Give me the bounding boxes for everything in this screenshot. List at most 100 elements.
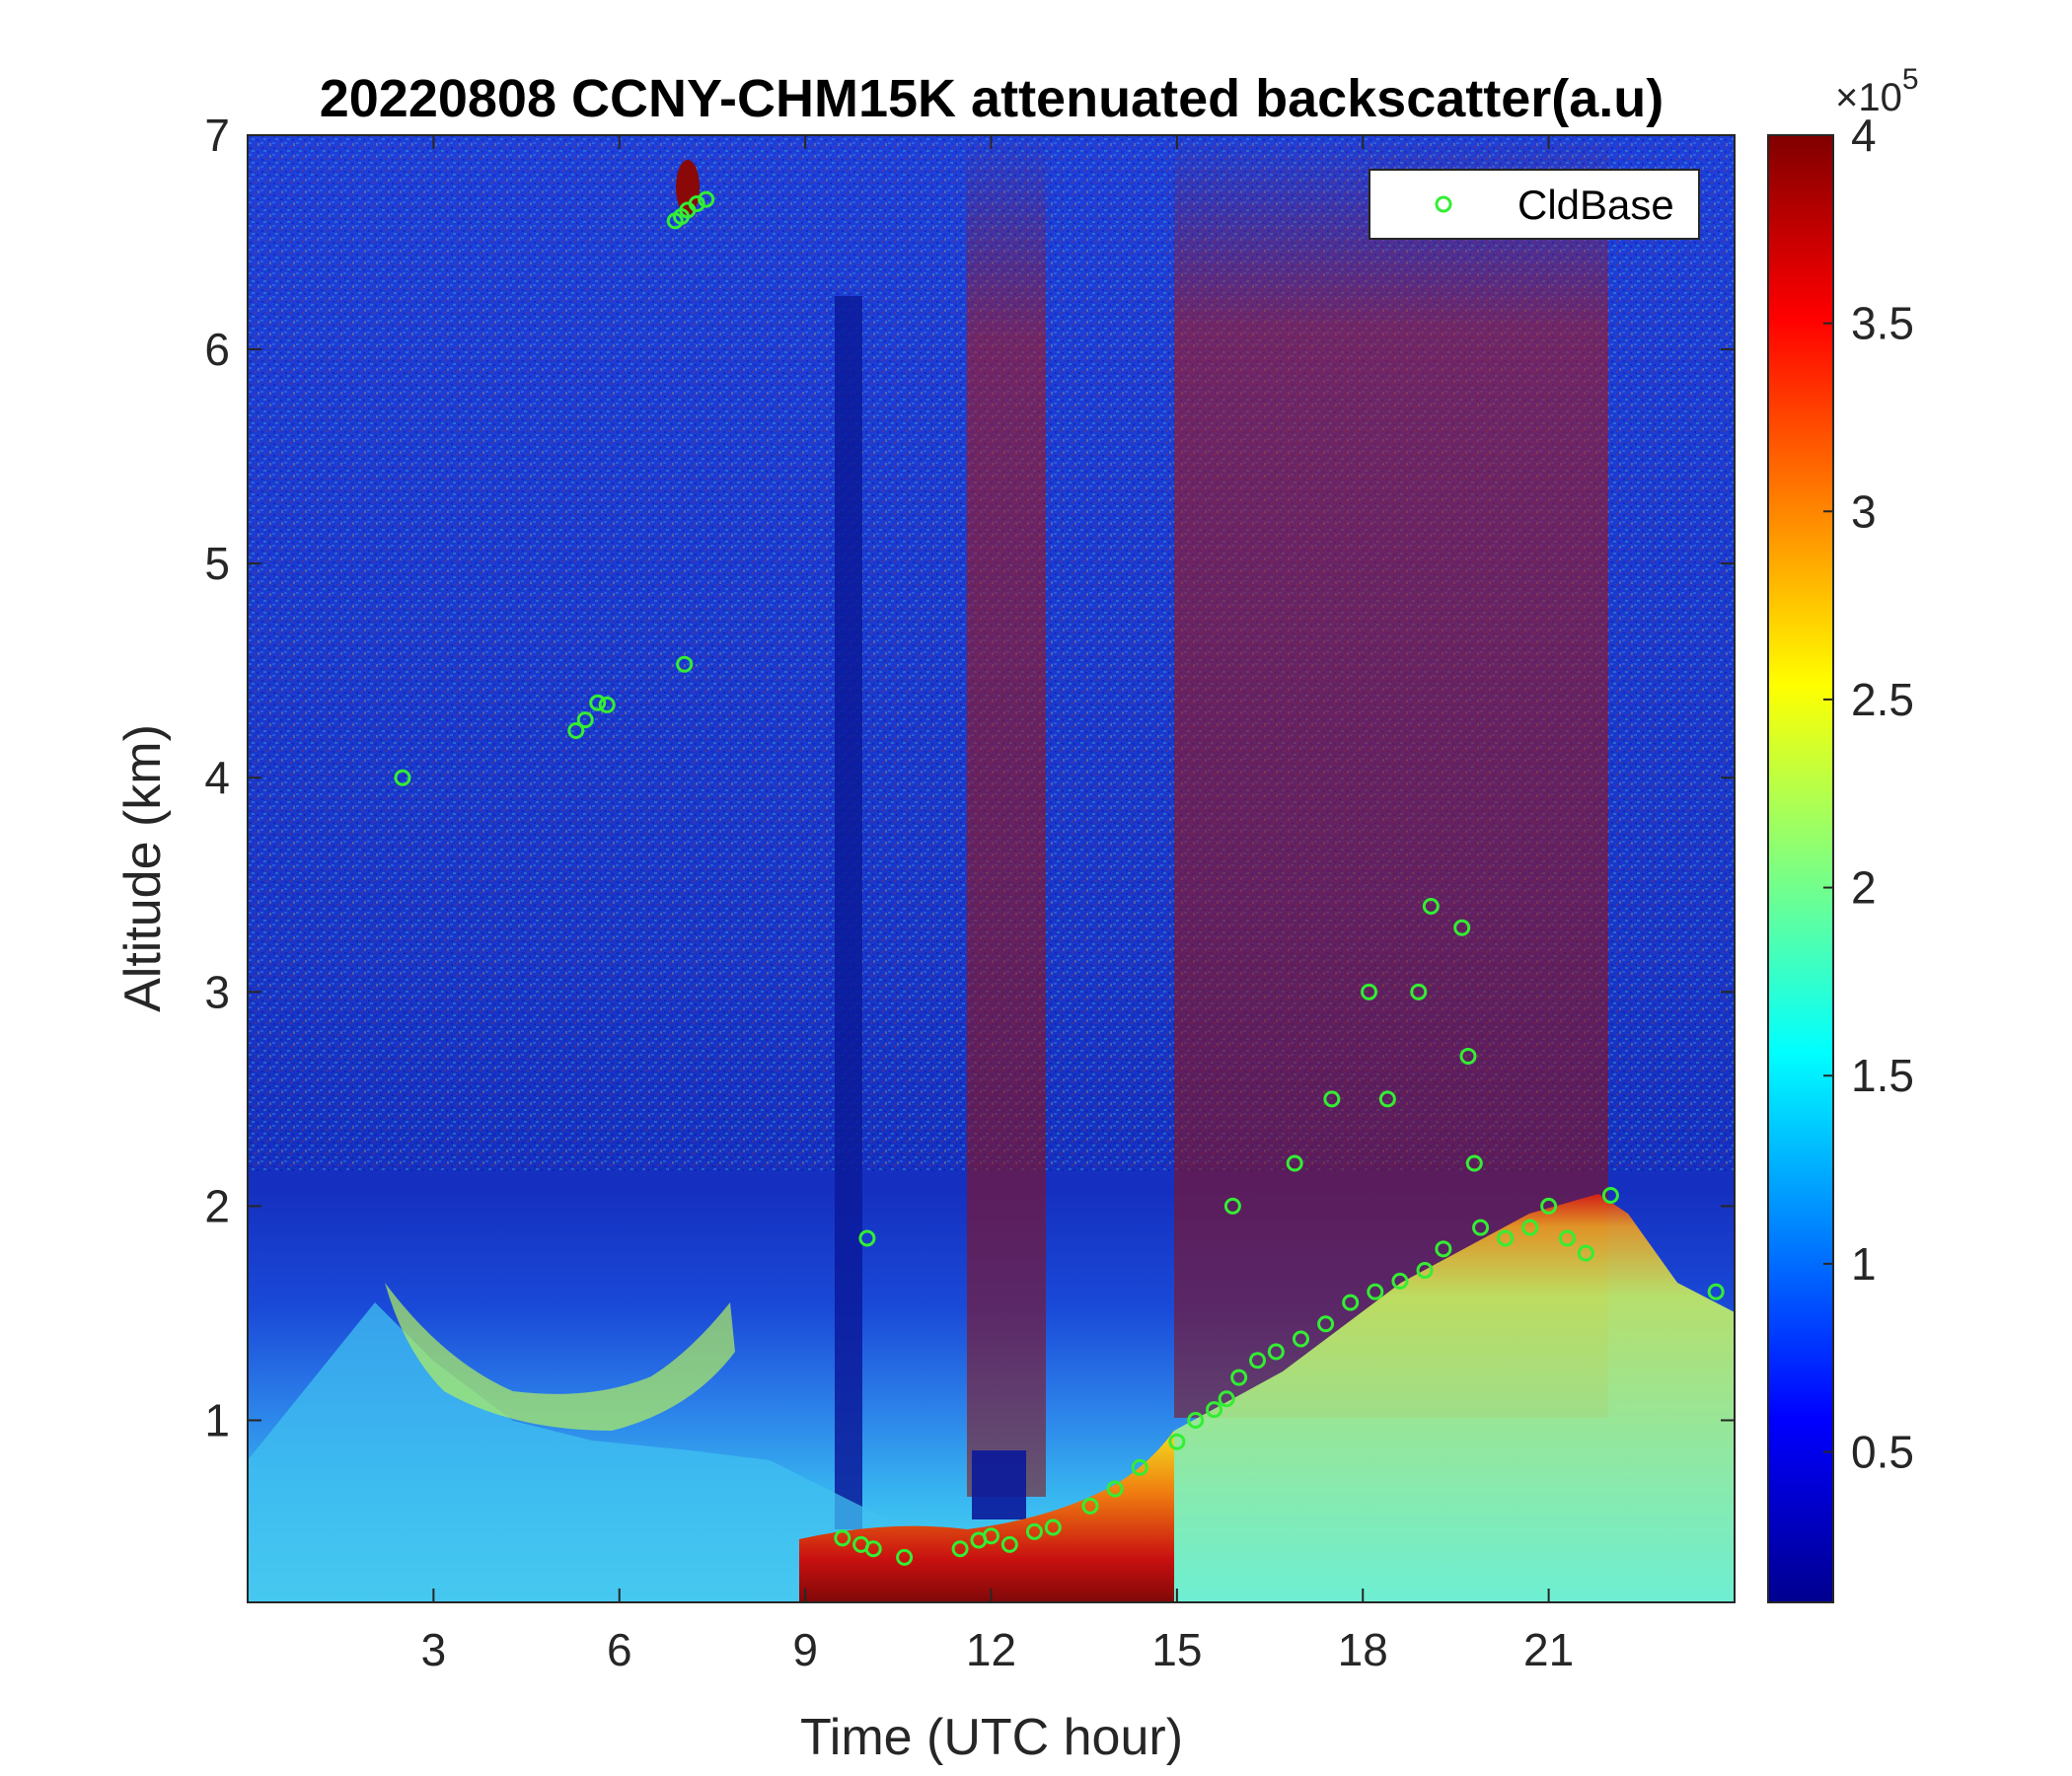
cldbase-point	[1025, 1522, 1043, 1540]
colorbar-gradient	[1767, 134, 1834, 1603]
cldbase-point	[1540, 1197, 1558, 1215]
x-axis-label: Time (UTC hour)	[800, 1709, 1183, 1766]
cldbase-point	[1472, 1219, 1490, 1236]
colorbar-ticks: 0.5 1 1.5 2 2.5 3 3.5 4	[1823, 110, 1914, 1477]
cldbase-point	[1106, 1480, 1124, 1498]
cldbase-point	[598, 696, 616, 713]
x-tick-label: 6	[607, 1624, 632, 1675]
cldbase-point	[1497, 1229, 1515, 1247]
cldbase-point	[1577, 1244, 1594, 1262]
colorbar-tick-label: 1.5	[1851, 1050, 1914, 1101]
high-cloud-return	[676, 160, 700, 215]
x-tick-label: 9	[792, 1624, 818, 1675]
cldbase-point	[1267, 1343, 1285, 1361]
cldbase-point	[1323, 1090, 1341, 1108]
colorbar-tick-label: 3.5	[1851, 298, 1914, 349]
y-axis: 1 2 3 4 5 6 7	[204, 110, 1735, 1445]
elevated-layer	[385, 1283, 735, 1431]
y-tick-label: 3	[204, 966, 230, 1017]
heatmap	[248, 135, 1735, 1602]
x-axis: 3 6 9 12 15 18 21	[421, 135, 1574, 1675]
cldbase-point	[1361, 983, 1378, 1000]
cldbase-point	[1286, 1154, 1303, 1172]
x-tick-label: 21	[1523, 1624, 1574, 1675]
cldbase-point	[1223, 1197, 1241, 1215]
cldbase-markers	[394, 190, 1725, 1566]
cldbase-point	[576, 711, 594, 729]
cldbase-point	[896, 1548, 914, 1566]
pbl-midday	[799, 1431, 1174, 1602]
cldbase-point	[1558, 1229, 1576, 1247]
y-tick-label: 2	[204, 1180, 230, 1231]
cldbase-point	[1218, 1390, 1235, 1408]
cldbase-point	[1465, 1154, 1483, 1172]
cldbase-point	[1459, 1047, 1477, 1065]
legend-label: CldBase	[1517, 182, 1674, 228]
colorbar-tick-label: 2	[1851, 862, 1877, 914]
colorbar: 0.5 1 1.5 2 2.5 3 3.5 4 ×105	[1767, 63, 1919, 1603]
cldbase-point	[1249, 1352, 1267, 1369]
colorbar-tick-label: 4	[1851, 110, 1877, 161]
cldbase-point	[1342, 1294, 1360, 1311]
legend-marker	[1435, 195, 1452, 213]
cldbase-point	[1707, 1283, 1725, 1300]
cldbase-point	[1000, 1535, 1018, 1553]
colorbar-multiplier: ×105	[1835, 63, 1919, 119]
cldbase-point	[1410, 983, 1428, 1000]
hot-band-afternoon	[1174, 135, 1608, 1418]
cldbase-point	[1292, 1330, 1309, 1348]
cldbase-point	[858, 1229, 876, 1247]
cldbase-point	[983, 1527, 999, 1545]
y-tick-label: 4	[204, 752, 230, 803]
cldbase-point	[1206, 1401, 1223, 1419]
cldbase-point	[1601, 1187, 1619, 1205]
dark-block-noon	[972, 1450, 1026, 1519]
aerosol-layer	[248, 1302, 888, 1602]
cldbase-point	[864, 1540, 882, 1558]
cldbase-point	[1168, 1433, 1186, 1450]
cldbase-point	[1367, 1283, 1384, 1300]
legend: CldBase	[1369, 169, 1700, 240]
cldbase-point	[1131, 1458, 1148, 1476]
cldbase-point	[834, 1529, 851, 1547]
cldbase-point	[698, 190, 715, 208]
y-tick-label: 5	[204, 538, 230, 589]
cldbase-point	[589, 694, 607, 711]
afternoon-rise	[1174, 1194, 1735, 1602]
cldbase-point	[1044, 1518, 1062, 1536]
cldbase-point	[567, 721, 585, 739]
chart-title: 20220808 CCNY-CHM15K attenuated backscat…	[320, 69, 1665, 128]
colorbar-tick-label: 2.5	[1851, 674, 1914, 725]
colorbar-tick-label: 1	[1851, 1238, 1877, 1290]
colorbar-multiplier-base: ×10	[1835, 76, 1902, 119]
cldbase-point	[1453, 919, 1471, 936]
cldbase-point	[1230, 1369, 1248, 1386]
colorbar-tick-label: 3	[1851, 485, 1877, 537]
x-tick-label: 3	[421, 1624, 447, 1675]
x-tick-label: 18	[1338, 1624, 1388, 1675]
cldbase-point	[951, 1540, 969, 1558]
y-tick-label: 7	[204, 110, 230, 161]
colorbar-tick-label: 0.5	[1851, 1426, 1914, 1477]
cldbase-point	[676, 655, 694, 673]
cldbase-point	[1081, 1497, 1099, 1515]
cldbase-point	[394, 769, 411, 786]
y-tick-label: 1	[204, 1394, 230, 1445]
hot-band-noon	[967, 135, 1046, 1497]
cldbase-point	[1187, 1411, 1205, 1429]
cldbase-point	[1416, 1262, 1434, 1280]
cldbase-point	[1378, 1090, 1396, 1108]
cldbase-point	[1391, 1272, 1409, 1290]
cldbase-point	[1521, 1219, 1539, 1236]
cldbase-point	[1435, 1240, 1452, 1258]
cldbase-point	[1317, 1315, 1335, 1333]
dark-column	[835, 296, 862, 1529]
y-axis-label: Altitude (km)	[114, 724, 172, 1012]
colorbar-exponent: 5	[1902, 63, 1919, 96]
y-tick-label: 6	[204, 324, 230, 375]
cldbase-point	[688, 194, 705, 212]
legend-box	[1369, 169, 1700, 240]
cldbase-point	[1422, 897, 1440, 915]
x-tick-label: 15	[1151, 1624, 1202, 1675]
